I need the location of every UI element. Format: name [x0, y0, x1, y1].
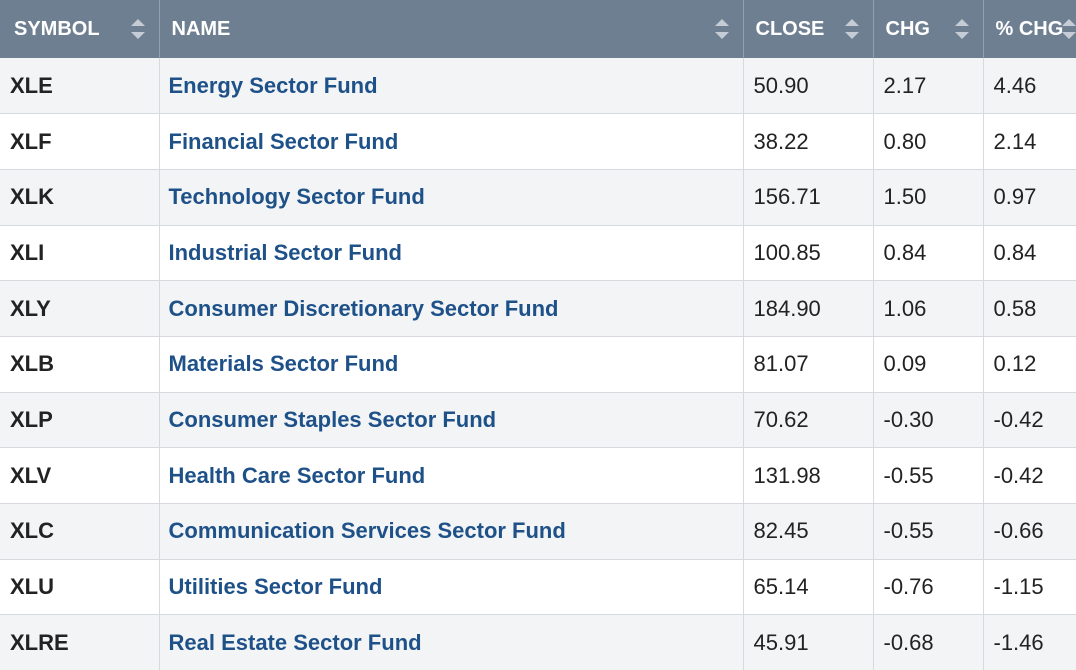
sort-icon[interactable] — [130, 19, 145, 39]
pct-chg-cell: 0.84 — [983, 225, 1076, 282]
close-cell: 81.07 — [743, 336, 874, 393]
symbol-cell: XLI — [0, 225, 160, 282]
chg-cell: 0.80 — [873, 113, 984, 170]
table-row: XLC Communication Services Sector Fund 8… — [0, 503, 1076, 560]
close-cell: 38.22 — [743, 113, 874, 170]
sort-icon[interactable] — [714, 19, 729, 39]
header-symbol-label: SYMBOL — [14, 17, 100, 40]
pct-chg-cell: 2.14 — [983, 113, 1076, 170]
sort-icon[interactable] — [954, 19, 969, 39]
close-cell: 45.91 — [743, 614, 874, 670]
table-row: XLP Consumer Staples Sector Fund 70.62 -… — [0, 392, 1076, 449]
close-cell: 100.85 — [743, 225, 874, 282]
symbol-cell: XLV — [0, 447, 160, 504]
table-row: XLK Technology Sector Fund 156.71 1.50 0… — [0, 169, 1076, 226]
symbol-cell: XLU — [0, 559, 160, 616]
fund-name-link[interactable]: Consumer Staples Sector Fund — [159, 392, 744, 449]
symbol-cell: XLRE — [0, 614, 160, 670]
close-cell: 156.71 — [743, 169, 874, 226]
header-row: SYMBOL NAME CLOSE CHG % CHG — [0, 0, 1076, 58]
symbol-cell: XLC — [0, 503, 160, 560]
pct-chg-cell: 0.97 — [983, 169, 1076, 226]
symbol-cell: XLB — [0, 336, 160, 393]
table-row: XLU Utilities Sector Fund 65.14 -0.76 -1… — [0, 559, 1076, 616]
table-row: XLI Industrial Sector Fund 100.85 0.84 0… — [0, 225, 1076, 282]
pct-chg-cell: -1.15 — [983, 559, 1076, 616]
chg-cell: 2.17 — [873, 58, 984, 115]
chg-cell: 0.84 — [873, 225, 984, 282]
header-name-label: NAME — [171, 17, 231, 40]
header-close-label: CLOSE — [755, 17, 825, 40]
table-row: XLE Energy Sector Fund 50.90 2.17 4.46 — [0, 58, 1076, 115]
table-row: XLRE Real Estate Sector Fund 45.91 -0.68… — [0, 614, 1076, 670]
fund-name-link[interactable]: Communication Services Sector Fund — [159, 503, 744, 560]
close-cell: 50.90 — [743, 58, 874, 115]
close-cell: 82.45 — [743, 503, 874, 560]
chg-cell: -0.76 — [873, 559, 984, 616]
pct-chg-cell: -1.46 — [983, 614, 1076, 670]
chg-cell: -0.30 — [873, 392, 984, 449]
fund-name-link[interactable]: Materials Sector Fund — [159, 336, 744, 393]
table-row: XLB Materials Sector Fund 81.07 0.09 0.1… — [0, 336, 1076, 393]
fund-name-link[interactable]: Consumer Discretionary Sector Fund — [159, 280, 744, 337]
sort-icon[interactable] — [844, 19, 859, 39]
close-cell: 131.98 — [743, 447, 874, 504]
chg-cell: 1.50 — [873, 169, 984, 226]
pct-chg-cell: -0.42 — [983, 392, 1076, 449]
sort-icon[interactable] — [1061, 19, 1076, 39]
pct-chg-cell: -0.66 — [983, 503, 1076, 560]
fund-name-link[interactable]: Utilities Sector Fund — [159, 559, 744, 616]
table-body: XLE Energy Sector Fund 50.90 2.17 4.46 X… — [0, 58, 1076, 670]
header-pct-chg-label: % CHG — [995, 17, 1064, 40]
close-cell: 70.62 — [743, 392, 874, 449]
header-pct-chg[interactable]: % CHG — [983, 0, 1076, 58]
table-row: XLF Financial Sector Fund 38.22 0.80 2.1… — [0, 113, 1076, 170]
close-cell: 184.90 — [743, 280, 874, 337]
chg-cell: 0.09 — [873, 336, 984, 393]
symbol-cell: XLP — [0, 392, 160, 449]
pct-chg-cell: 0.58 — [983, 280, 1076, 337]
symbol-cell: XLF — [0, 113, 160, 170]
symbol-cell: XLK — [0, 169, 160, 226]
chg-cell: -0.55 — [873, 447, 984, 504]
pct-chg-cell: 4.46 — [983, 58, 1076, 115]
table-row: XLY Consumer Discretionary Sector Fund 1… — [0, 280, 1076, 337]
fund-name-link[interactable]: Real Estate Sector Fund — [159, 614, 744, 670]
header-chg-label: CHG — [885, 17, 930, 40]
fund-name-link[interactable]: Financial Sector Fund — [159, 113, 744, 170]
chg-cell: -0.55 — [873, 503, 984, 560]
header-name[interactable]: NAME — [159, 0, 744, 58]
close-cell: 65.14 — [743, 559, 874, 616]
fund-name-link[interactable]: Health Care Sector Fund — [159, 447, 744, 504]
header-close[interactable]: CLOSE — [743, 0, 874, 58]
chg-cell: 1.06 — [873, 280, 984, 337]
symbol-cell: XLY — [0, 280, 160, 337]
fund-name-link[interactable]: Energy Sector Fund — [159, 58, 744, 115]
symbol-cell: XLE — [0, 58, 160, 115]
fund-name-link[interactable]: Technology Sector Fund — [159, 169, 744, 226]
fund-name-link[interactable]: Industrial Sector Fund — [159, 225, 744, 282]
header-symbol[interactable]: SYMBOL — [0, 0, 160, 58]
pct-chg-cell: 0.12 — [983, 336, 1076, 393]
header-chg[interactable]: CHG — [873, 0, 984, 58]
table-header: SYMBOL NAME CLOSE CHG % CHG — [0, 0, 1076, 58]
table-row: XLV Health Care Sector Fund 131.98 -0.55… — [0, 447, 1076, 504]
pct-chg-cell: -0.42 — [983, 447, 1076, 504]
chg-cell: -0.68 — [873, 614, 984, 670]
